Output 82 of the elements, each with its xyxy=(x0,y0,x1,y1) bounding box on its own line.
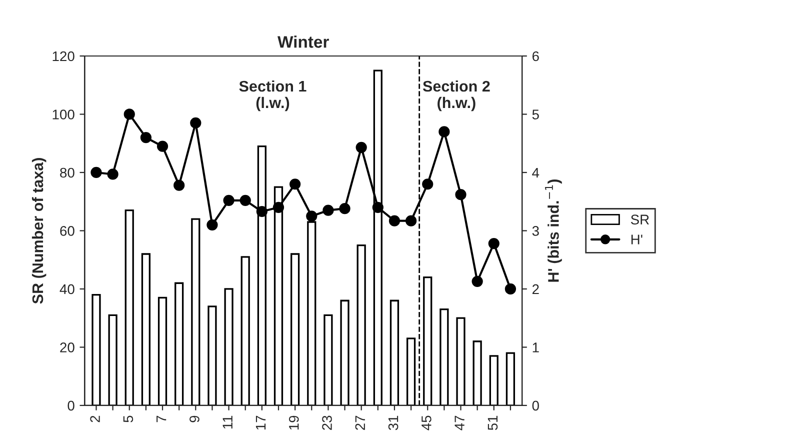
point xyxy=(140,132,152,144)
x-tick-label: 11 xyxy=(222,416,232,429)
point xyxy=(206,219,218,230)
y-tick-label: 100 xyxy=(52,110,74,120)
point xyxy=(256,206,268,218)
y2-tick-label: 6 xyxy=(532,51,539,62)
y-tick-label: 20 xyxy=(60,342,74,352)
point xyxy=(322,204,334,216)
bar xyxy=(440,308,449,406)
point xyxy=(272,202,284,213)
point xyxy=(455,189,466,200)
point xyxy=(90,166,102,178)
bar xyxy=(356,244,366,406)
point xyxy=(438,126,450,138)
y2-tick-label: 5 xyxy=(532,110,539,120)
x-tick-label: 51 xyxy=(488,416,498,430)
bar xyxy=(489,355,498,406)
point xyxy=(504,283,516,295)
y-axis-title: SR (Number of taxa) xyxy=(32,158,46,304)
point xyxy=(405,215,417,226)
bar xyxy=(423,276,432,406)
point xyxy=(422,178,434,190)
point xyxy=(372,202,384,213)
bar xyxy=(124,210,134,406)
point xyxy=(174,180,185,191)
x-tick-label: 31 xyxy=(388,416,398,430)
bar xyxy=(208,306,217,406)
y2-tick-label: 1 xyxy=(532,342,539,352)
x-tick-label: 7 xyxy=(156,416,166,422)
point xyxy=(223,194,234,206)
bar xyxy=(240,256,250,406)
point xyxy=(306,210,318,222)
bar xyxy=(406,338,416,406)
bar xyxy=(390,300,400,406)
y2-axis-title: H' (bits ind.$^{−1}$) xyxy=(545,180,562,282)
x-tick-label: 47 xyxy=(454,416,464,430)
bar xyxy=(472,340,482,406)
point xyxy=(107,168,118,180)
point xyxy=(290,178,301,190)
legend-label: H' xyxy=(631,234,642,244)
bar xyxy=(158,296,168,406)
annotation: Section 1 (l.w.) xyxy=(239,80,306,112)
point xyxy=(124,108,135,120)
point xyxy=(388,215,400,226)
y-tick-label: 60 xyxy=(60,226,74,236)
bar xyxy=(108,314,118,406)
x-tick-label: 17 xyxy=(256,416,266,430)
bar xyxy=(290,253,300,406)
bar xyxy=(92,294,101,406)
bar xyxy=(456,317,466,406)
y2-tick-label: 4 xyxy=(532,168,540,178)
bar xyxy=(224,288,234,406)
y-tick-label: 80 xyxy=(60,168,74,178)
point xyxy=(472,276,483,287)
point xyxy=(356,142,367,153)
y-tick-label: 40 xyxy=(60,284,74,294)
bar xyxy=(506,352,516,406)
x-tick-label: 27 xyxy=(355,416,365,430)
chart-title: Winter xyxy=(278,36,329,48)
legend-label: SR xyxy=(630,214,649,225)
bar xyxy=(191,218,200,406)
point xyxy=(488,238,500,250)
bar xyxy=(141,253,151,406)
point xyxy=(240,194,251,206)
x-tick-label: 23 xyxy=(322,416,332,430)
y-tick-label: 120 xyxy=(52,51,74,62)
x-tick-label: 9 xyxy=(190,416,200,422)
y-tick-label: 0 xyxy=(68,400,74,411)
point xyxy=(339,203,350,214)
y2-tick-label: 0 xyxy=(532,400,539,411)
x-tick-label: 19 xyxy=(288,416,299,430)
x-tick-label: 5 xyxy=(123,416,134,422)
x-tick-label: 45 xyxy=(422,416,432,430)
y2-tick-label: 2 xyxy=(532,284,539,294)
bar xyxy=(340,300,350,406)
bar xyxy=(324,314,333,406)
bar xyxy=(174,282,184,406)
y2-tick-label: 3 xyxy=(532,226,539,236)
x-tick-label: 2 xyxy=(90,416,100,422)
annotation: Section 2 (h.w.) xyxy=(422,80,490,112)
point xyxy=(156,140,168,152)
point xyxy=(190,117,202,129)
